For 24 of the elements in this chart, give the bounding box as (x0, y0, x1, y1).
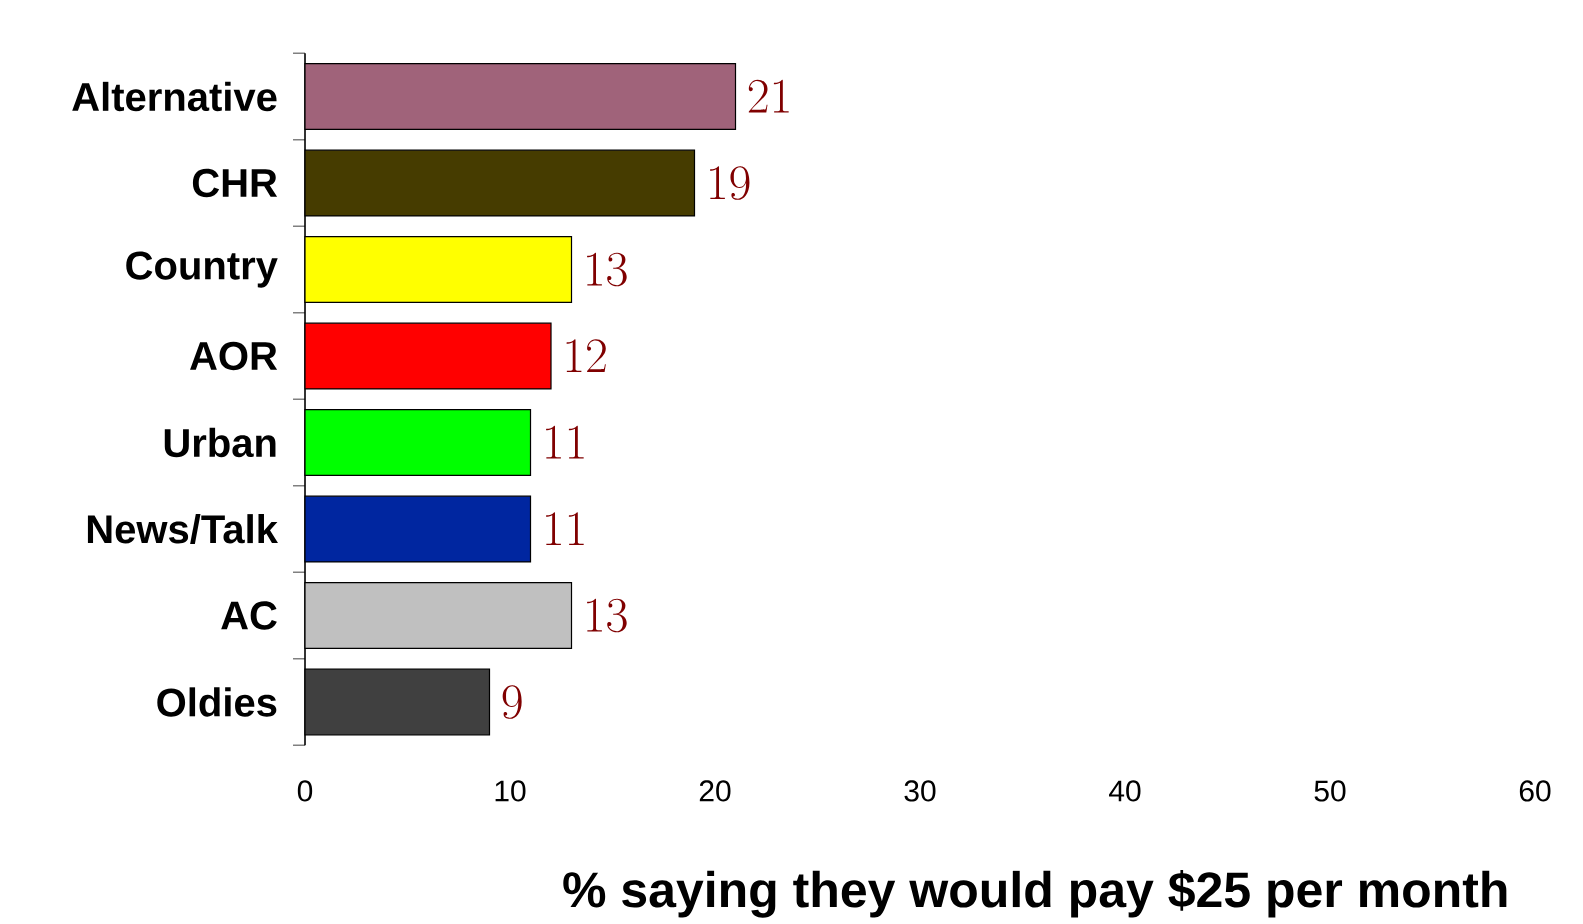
data-label: 13 (587, 598, 627, 633)
data-label: 11 (546, 425, 584, 459)
data-label: 12 (566, 339, 606, 372)
x-tick-label: 10 (495, 780, 526, 802)
data-label: 9 (502, 685, 522, 719)
x-tick-label: 0 (297, 780, 313, 802)
x-tick-label: 50 (1314, 780, 1346, 802)
x-tick-label: 60 (1519, 780, 1551, 802)
y-tick-label: News/Talk (87, 513, 278, 544)
y-tick-label: AC (221, 601, 277, 630)
y-tick-label: AOR (190, 341, 278, 370)
x-tick-label: 30 (904, 780, 936, 802)
data-label: 19 (710, 166, 750, 200)
y-tick-label: Country (126, 251, 278, 288)
x-tick-label: 40 (1109, 780, 1141, 802)
data-label: 11 (546, 512, 584, 545)
data-label: 13 (587, 252, 627, 287)
x-tick-label: 20 (699, 780, 731, 802)
data-label: 21 (748, 79, 789, 113)
x-axis-title: % saying they would pay $25 per month (563, 869, 1507, 918)
y-tick-label: CHR (192, 168, 278, 197)
y-tick-label: Oldies (157, 687, 277, 717)
y-tick-label: Alternative (72, 81, 277, 112)
y-tick-label: Urban (164, 427, 276, 458)
